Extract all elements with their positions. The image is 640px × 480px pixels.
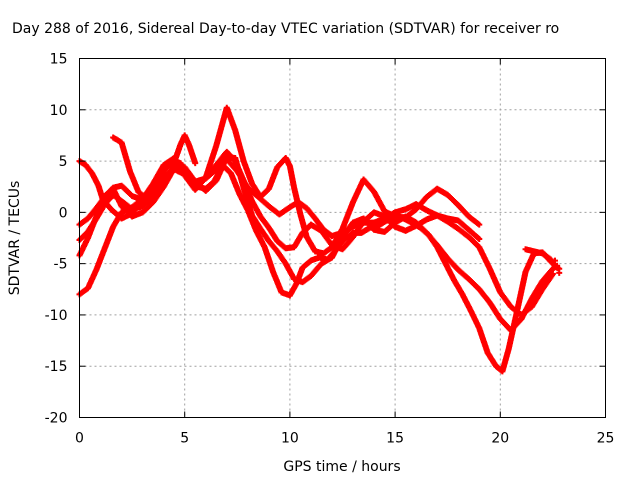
y-tick-label: -5 [54, 257, 68, 273]
data-point-marker [552, 257, 559, 264]
x-tick-label: 5 [180, 431, 189, 447]
y-tick-label: -20 [45, 411, 68, 427]
series-track-7 [522, 246, 563, 272]
x-tick-label: 15 [386, 431, 404, 447]
data-point-marker [554, 262, 561, 269]
y-tick-label: 0 [59, 205, 68, 221]
y-tick-label: -10 [45, 308, 68, 324]
y-tick-label: 15 [50, 52, 68, 68]
y-tick-label: 10 [50, 103, 68, 119]
series-track-4 [76, 104, 483, 257]
x-tick-label: 25 [597, 431, 615, 447]
x-tick-label: 0 [75, 431, 84, 447]
data-marks [76, 104, 563, 375]
x-tick-label: 10 [281, 431, 299, 447]
series-track-6 [110, 132, 199, 203]
x-tick-label: 20 [491, 431, 509, 447]
data-point-marker [476, 221, 483, 228]
series-track-2 [76, 153, 556, 334]
axis-ticks: 0 5 10 15 20 25 -20 -15 -10 -5 0 5 10 15 [45, 52, 615, 447]
x-axis-label: GPS time / hours [283, 459, 400, 475]
chart-title: Day 288 of 2016, Sidereal Day-to-day VTE… [12, 21, 559, 37]
data-point-marker [549, 270, 556, 277]
y-axis-label: SDTVAR / TECUs [7, 181, 23, 296]
data-point-marker [556, 269, 563, 276]
series-stray-points [552, 257, 563, 276]
plot-frame [79, 58, 606, 418]
y-tick-label: -15 [45, 359, 68, 375]
y-tick-label: 5 [59, 154, 68, 170]
data-point-marker [476, 236, 483, 243]
data-point-marker [192, 160, 199, 167]
